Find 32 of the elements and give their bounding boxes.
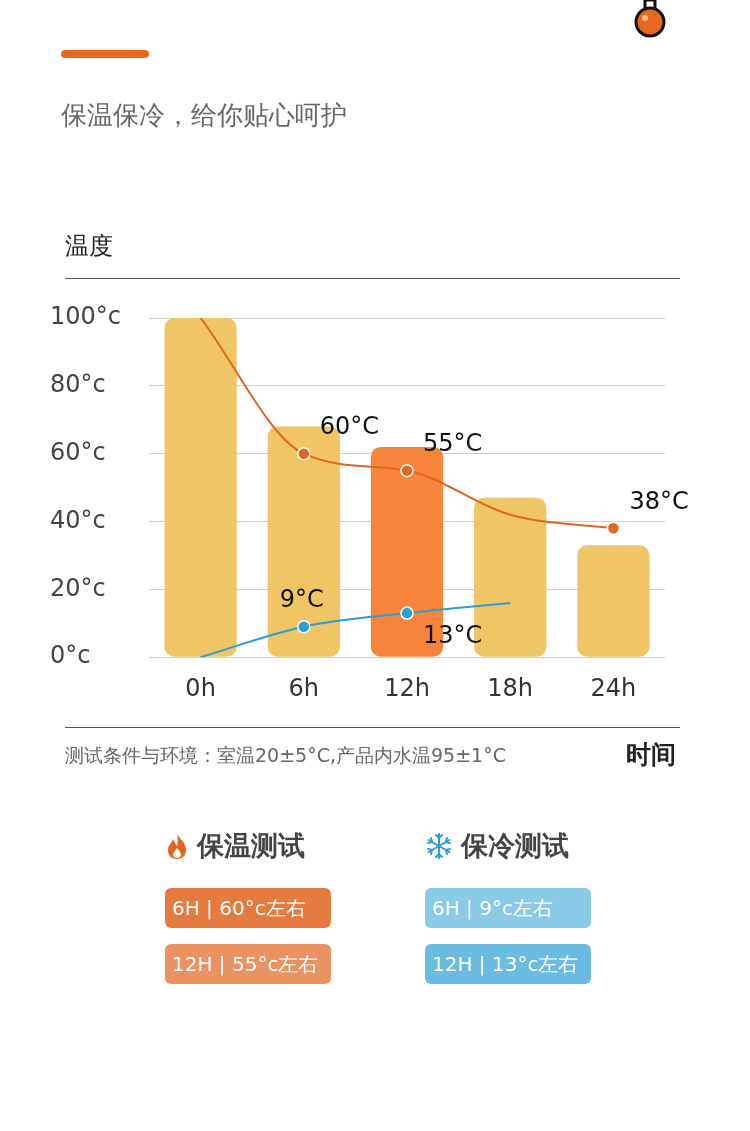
y-tick-label: 100°c (50, 302, 122, 331)
y-tick-label: 60°c (50, 437, 106, 466)
text: 6H | 9°c左右 (425, 888, 591, 928)
x-axis-title: 时间 (626, 739, 676, 771)
bar (577, 545, 650, 657)
text: 12H | 55°c左右 (165, 944, 331, 984)
bar (164, 318, 237, 657)
chart-subtitle: 保温保冷，给你贴心呵护 (61, 99, 347, 132)
x-tick-label: 24h (590, 673, 637, 702)
x-tick-label: 18h (487, 673, 534, 702)
point (297, 446, 311, 461)
x-tick-label: 0h (185, 673, 216, 702)
x-tick-label: 6h (288, 673, 320, 702)
y-tick-label: 20°c (50, 573, 106, 602)
y-axis-title: 温度 (65, 231, 113, 262)
legend-label: 保冷测试 (461, 829, 569, 863)
data-label: 60°C (319, 411, 380, 440)
point (297, 619, 311, 634)
point (606, 521, 621, 536)
text: 测试条件与环境：室温20±5°C,产品内水温95±1°C (65, 743, 506, 768)
data-label: 38°C (629, 486, 689, 515)
x-tick-label: 12h (384, 673, 430, 702)
text: 6H | 60°c左右 (165, 888, 331, 928)
text: 12H | 13°c左右 (425, 944, 591, 984)
legend-label: 保温测试 (197, 829, 305, 863)
point (400, 463, 414, 478)
y-tick-label: 80°c (50, 370, 106, 399)
data-label: 55°C (423, 428, 483, 457)
point (400, 606, 414, 620)
y-tick-label: 0°c (50, 641, 91, 670)
data-label: 9°C (279, 584, 324, 613)
y-tick-label: 40°c (50, 505, 106, 534)
